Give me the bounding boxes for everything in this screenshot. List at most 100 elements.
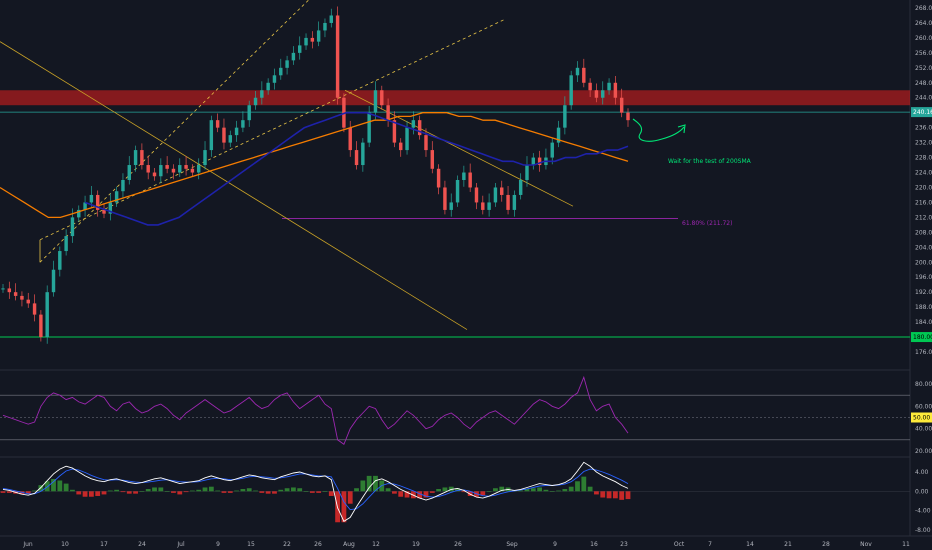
time-tick-label: Sep [506,541,518,548]
price-tick-label: 192.00 [915,289,932,296]
price-tick-label: 260.00 [915,35,932,42]
price-tick-label: 200.00 [915,259,932,266]
candle-body [1,288,5,290]
macd-histogram-bar [234,490,239,492]
candle-body [178,165,182,173]
candle-body [443,187,447,210]
candle-body [140,150,144,166]
price-tick-label: 184.00 [915,319,932,326]
candle-body [405,127,409,151]
candle-body [253,97,258,106]
candle-body [108,202,113,214]
macd-histogram-bar [171,491,176,493]
candle-body [601,90,605,98]
price-tick-label: 236.00 [915,125,932,132]
time-tick-label: 23 [620,541,628,548]
candle-body [323,22,327,31]
time-tick-label: Jun [22,541,33,548]
candle-body [228,135,232,143]
candle-body [430,150,435,169]
time-tick-label: 9 [553,541,557,548]
macd-histogram-bar [70,489,75,492]
candle-body [159,165,163,177]
macd-histogram-bar [95,491,101,496]
macd-histogram-bar [423,491,429,498]
candle-body [607,82,611,91]
candle-body [481,202,485,210]
macd-histogram-bar [392,491,397,494]
macd-histogram-bar [32,490,37,492]
candle-body [165,165,169,169]
candle-body [367,112,371,143]
macd-histogram-bar [126,491,132,494]
candle-body [39,314,43,338]
price-tick-label: 256.00 [915,50,932,57]
candle-body [582,67,586,83]
candle-body [285,60,289,68]
macd-histogram-bar [309,491,315,493]
candle-body [575,67,580,76]
candle-body [209,120,214,151]
macd-histogram-bar [221,491,227,493]
macd-histogram-bar [619,491,625,500]
macd-histogram-bar [612,491,618,499]
macd-histogram-bar [278,489,284,492]
time-tick-label: Nov [860,541,872,548]
candle-body [411,120,416,128]
candle-body [316,30,321,42]
fib-level-label: 61.80% (211.72) [682,220,732,227]
candle-body [70,217,75,237]
macd-histogram-bar [19,491,25,495]
candle-body [525,165,529,180]
time-tick-label: Jul [176,541,185,548]
time-tick-label: 14 [746,541,754,548]
macd-histogram-bar [322,491,328,492]
macd-histogram-bar [297,488,303,492]
time-tick-label: 11 [902,541,910,548]
macd-histogram-bar [455,488,460,492]
candle-body [203,150,207,166]
time-tick-label: 9 [216,541,220,548]
macd-histogram-bar [347,491,353,504]
rsi-level-badge [911,412,932,423]
candle-body [373,90,378,113]
candle-body [335,15,340,98]
macd-histogram-bar [107,490,113,492]
macd-histogram-bar [303,491,309,492]
trendlines-layer [0,0,910,338]
macd-histogram-bar [164,491,170,492]
axis-layer: 268.00264.00260.00256.00252.00248.00244.… [22,5,932,548]
candle-body [392,120,397,143]
macd-histogram-bar [51,478,56,492]
macd-histogram-bar [183,491,189,493]
macd-histogram-bar [530,488,536,492]
candle-body [89,194,94,203]
macd-histogram-bar [549,491,555,492]
macd-tick-label: 0.00 [915,488,929,495]
candle-body [361,142,365,166]
price-tick-label: 216.00 [915,199,932,206]
rsi-layer [0,375,910,445]
macd-histogram-bar [284,488,290,492]
macd-histogram-bar [44,481,50,492]
macd-histogram-bar [152,487,157,492]
macd-histogram-bar [0,491,6,493]
macd-line [2,461,629,522]
candle-body [468,172,472,188]
macd-histogram-bar [6,491,12,493]
candle-body [241,120,245,128]
rsi-tick-label: 80.00 [915,381,932,388]
macd-histogram-bar [499,486,505,492]
macd-tick-label: -8.00 [915,527,931,534]
candle-body [247,105,251,121]
candle-body [266,82,270,91]
candle-body [512,194,517,210]
macd-histogram-bar [316,491,322,493]
price-tick-label: 208.00 [915,229,932,236]
candle-body [13,292,18,296]
candle-body [58,251,62,270]
candle-body [386,105,390,121]
candle-body [310,37,315,42]
